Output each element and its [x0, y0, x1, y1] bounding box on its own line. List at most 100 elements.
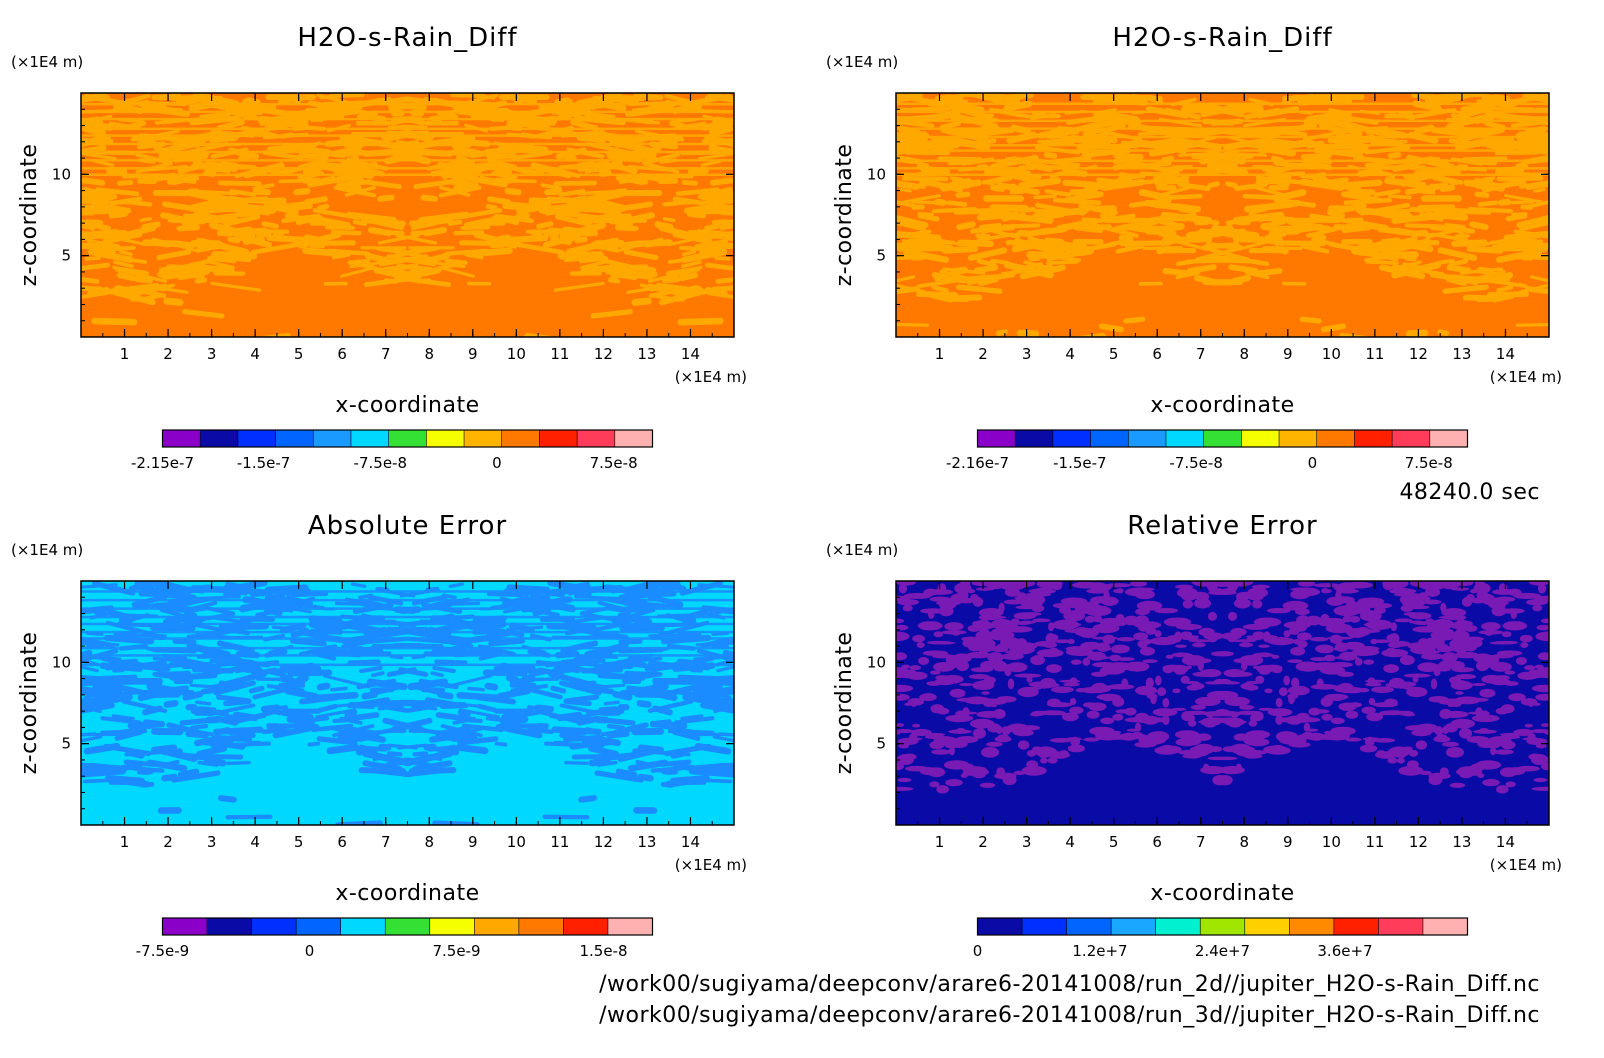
field-cell: [1404, 182, 1448, 196]
field-cell: [377, 704, 404, 711]
field-cell: [1070, 659, 1082, 665]
field-cell: [1282, 281, 1307, 286]
x-tick-label: 3: [207, 833, 217, 851]
field-cell: [697, 186, 733, 200]
field-cell: [1533, 188, 1546, 193]
field-cell: [1228, 264, 1259, 274]
field-cell: [929, 670, 941, 675]
field-cell: [189, 723, 209, 731]
field-cell: [1066, 206, 1090, 216]
field-band: [81, 637, 734, 640]
field-cell: [1455, 691, 1464, 695]
field-cell: [1017, 740, 1030, 750]
x-tick-label: 9: [468, 833, 478, 851]
field-cell: [1301, 152, 1332, 160]
field-cell: [116, 272, 137, 282]
field-cell: [81, 762, 117, 770]
field-cell: [1216, 255, 1239, 263]
colorbar-label: -7.5e-8: [1169, 454, 1222, 472]
field-cell: [1379, 710, 1406, 716]
field-cell: [1005, 637, 1021, 647]
field-cell: [1142, 246, 1183, 251]
field-cell: [1183, 710, 1209, 715]
field-cell: [944, 622, 964, 631]
colorbar-segment: [1128, 430, 1167, 447]
field-cell: [476, 703, 498, 713]
field-cell: [678, 272, 699, 282]
colorbar-label: 7.5e-9: [432, 942, 480, 960]
field-cell: [1316, 678, 1324, 689]
field-cell: [624, 670, 637, 677]
field-cell: [129, 765, 147, 773]
field-cell: [1387, 151, 1402, 159]
field-cell: [198, 238, 250, 256]
field-cell: [1083, 702, 1097, 708]
field-cell: [968, 673, 990, 680]
field-cell: [330, 686, 348, 692]
field-cell: [1236, 591, 1255, 600]
field-cell: [931, 272, 952, 282]
field-cell: [1246, 738, 1270, 747]
field-cell: [1482, 779, 1500, 787]
field-cell: [1231, 274, 1252, 284]
field-cell: [1409, 620, 1426, 624]
field-cell: [1309, 637, 1329, 642]
field-band: [81, 102, 734, 106]
field-cell: [1427, 621, 1450, 631]
field-cell: [1149, 213, 1198, 224]
field-cell: [1404, 599, 1416, 603]
field-cell: [303, 234, 319, 244]
field-band: [896, 119, 1549, 123]
field-cell: [1235, 218, 1251, 226]
field-cell: [1389, 633, 1400, 645]
field-cell: [287, 669, 333, 677]
colorbar-segment: [539, 430, 578, 447]
field-cell: [576, 213, 624, 224]
field-cell: [343, 725, 375, 736]
colorbar-segment: [977, 918, 1023, 935]
y-unit: (×1E4 m): [11, 541, 83, 559]
field-cell: [466, 718, 483, 724]
colorbar-segment: [207, 918, 253, 935]
field-cell: [896, 786, 914, 791]
field-cell: [1371, 686, 1394, 693]
field-cell: [479, 175, 502, 186]
colorbar-segment: [1392, 430, 1431, 447]
field-cell: [1267, 708, 1293, 717]
field-cell: [909, 665, 921, 671]
field-cell: [1155, 675, 1162, 686]
field-cell: [918, 657, 930, 665]
field-cell: [1452, 622, 1472, 627]
field-cell: [81, 215, 111, 232]
field-cell: [1075, 688, 1087, 693]
x-tick-label: 8: [1239, 345, 1249, 363]
field-cell: [191, 213, 239, 224]
field-cell: [976, 258, 997, 268]
field-cell: [896, 322, 930, 327]
field-cell: [955, 191, 971, 198]
field-cell: [1131, 731, 1144, 739]
field-cell: [1504, 194, 1544, 204]
field-cell: [1473, 729, 1497, 734]
field-cell: [1540, 723, 1549, 727]
field-cell: [963, 285, 979, 291]
field-cell: [987, 652, 1004, 663]
x-tick-label: 3: [1022, 833, 1032, 851]
field-cell: [896, 93, 910, 101]
y-tick-label: 10: [52, 165, 71, 183]
field-cell: [917, 213, 940, 222]
field-cell: [347, 697, 390, 709]
field-cell: [1252, 268, 1283, 277]
field-cell: [175, 726, 214, 737]
field-cell: [290, 637, 327, 647]
field-cell: [323, 281, 348, 286]
field-cell: [1330, 726, 1356, 736]
field-cell: [979, 782, 996, 788]
field-cell: [1531, 684, 1549, 693]
field-cell: [1013, 770, 1027, 775]
field-cell: [1532, 604, 1543, 612]
field-cell: [1106, 662, 1134, 671]
field-cell: [1165, 654, 1174, 659]
x-unit: (×1E4 m): [675, 368, 747, 386]
field-cell: [124, 750, 167, 757]
